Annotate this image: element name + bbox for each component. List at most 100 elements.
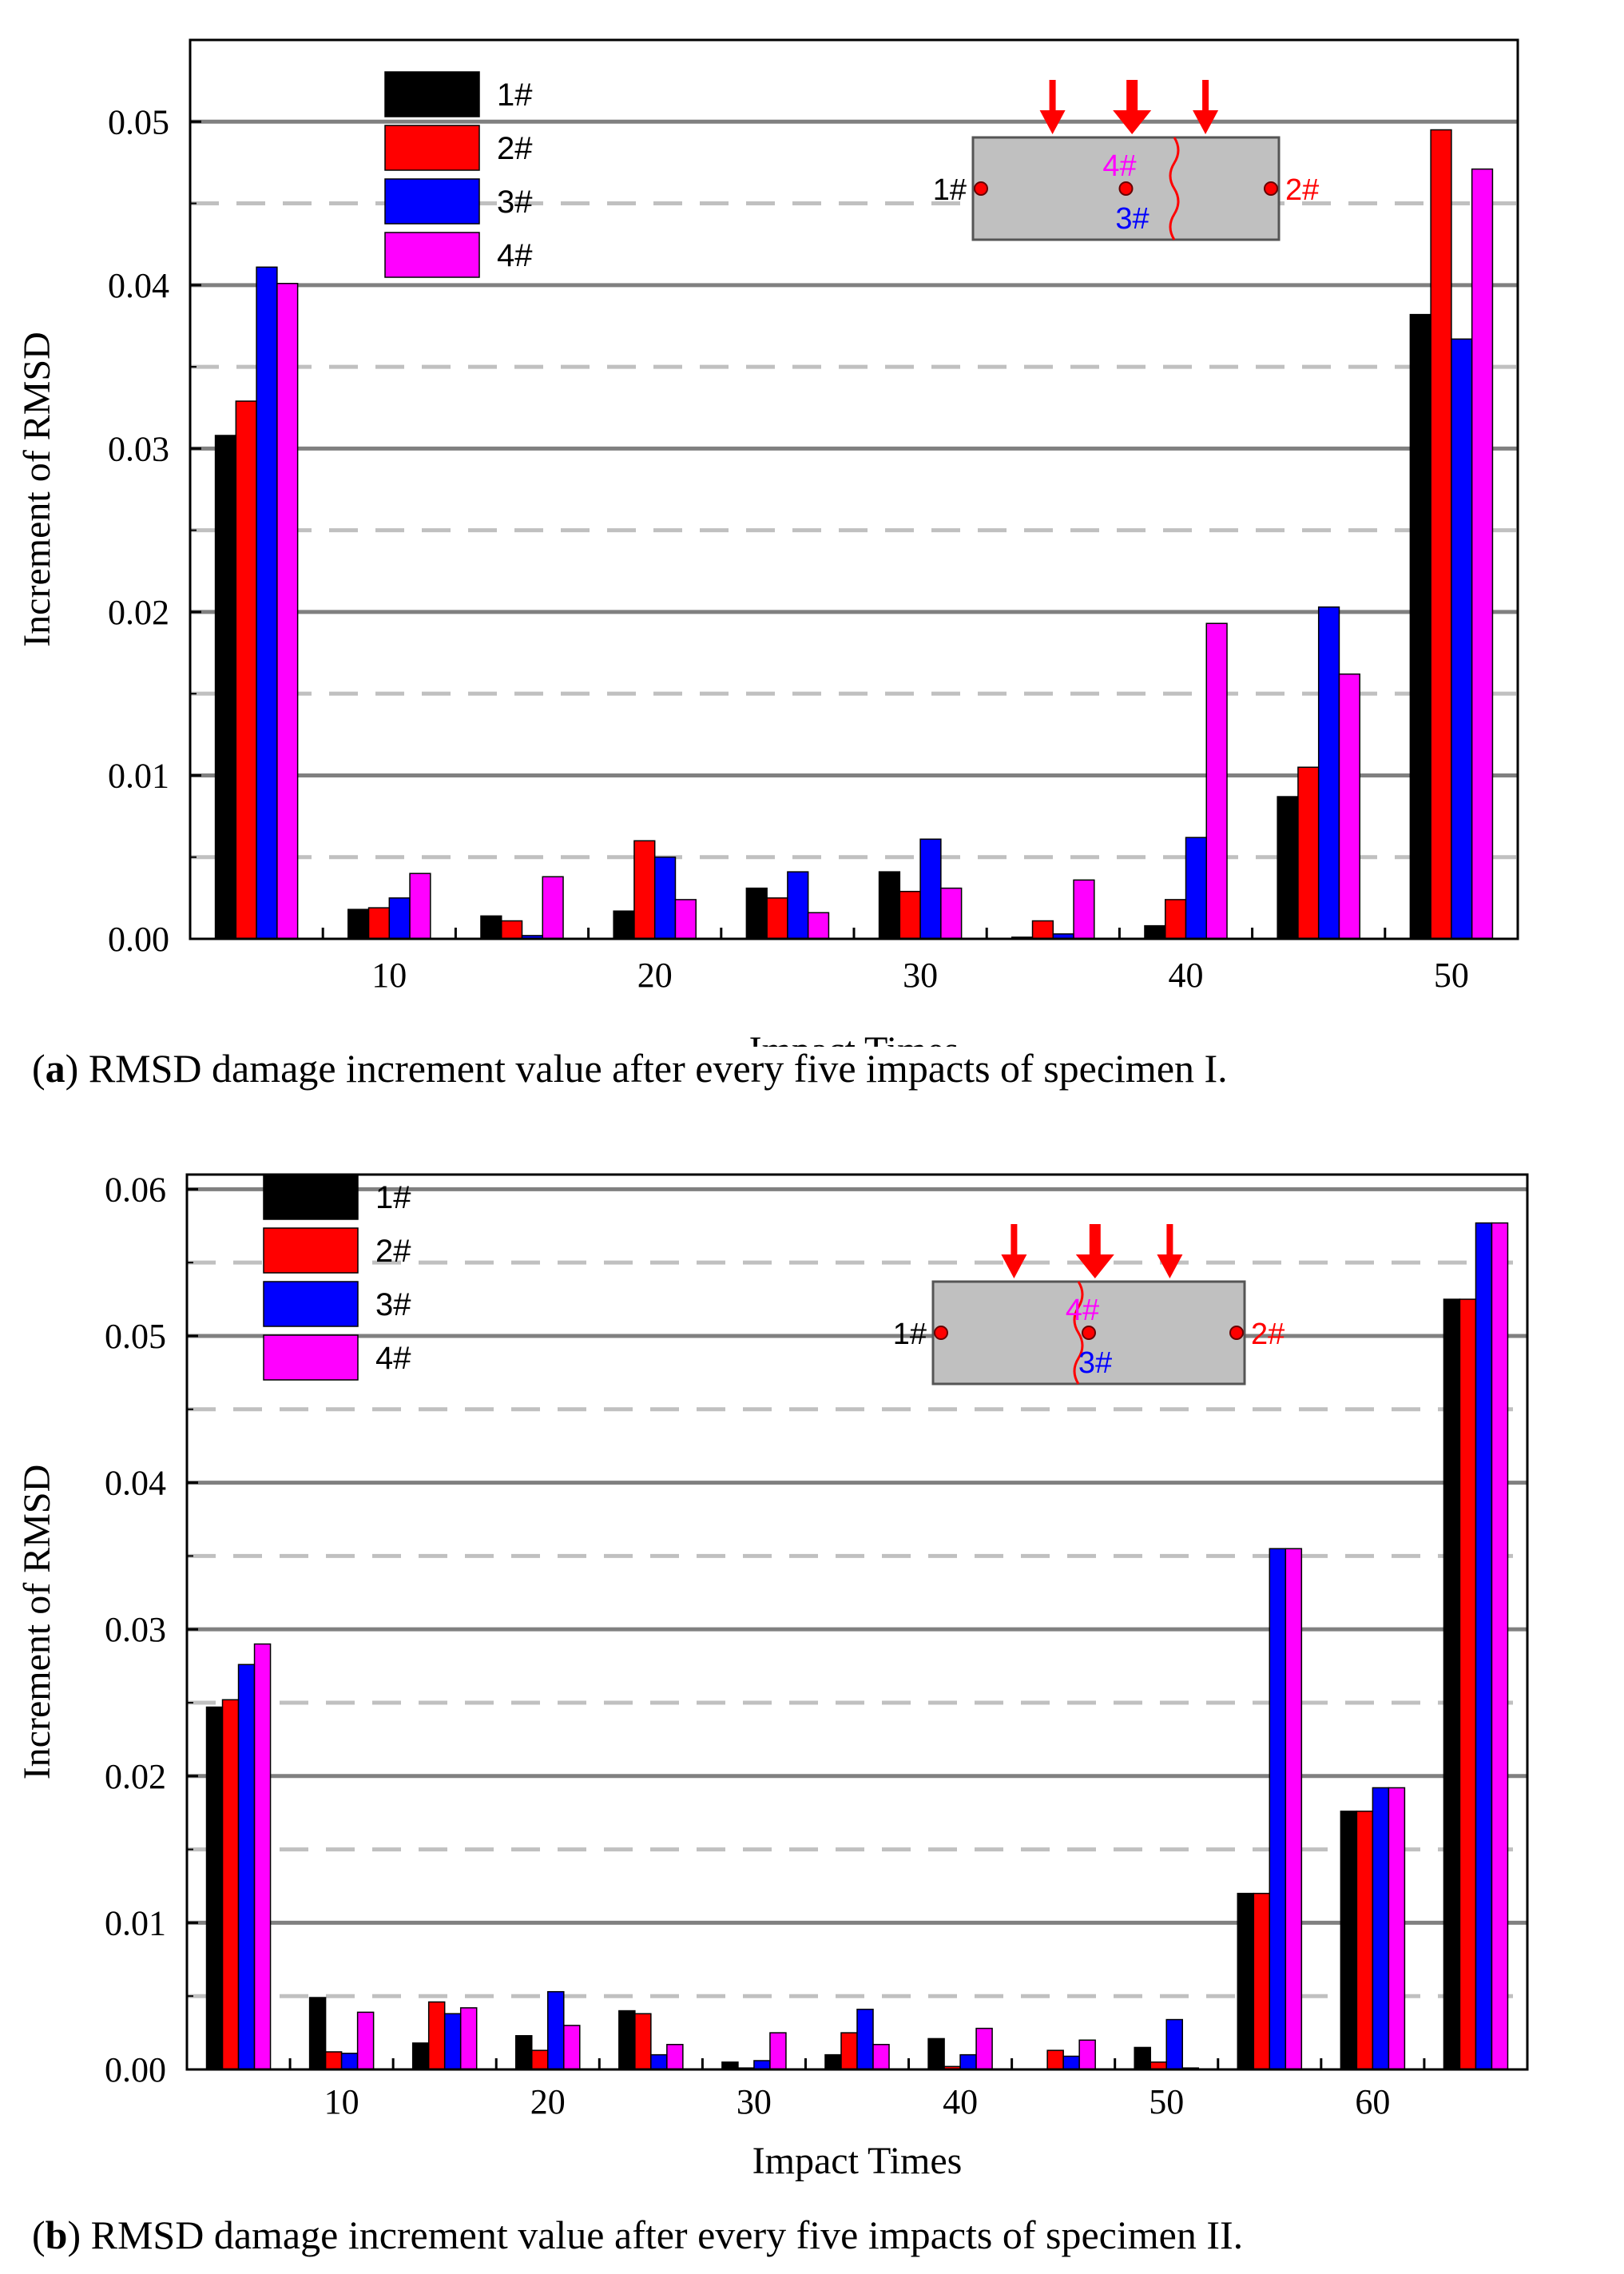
x-axis-title: Impact Times bbox=[752, 2140, 963, 2182]
bar-2-45 bbox=[1297, 766, 1320, 940]
legend-b: 1# 2# 3# 4# bbox=[263, 1174, 411, 1381]
bar-3-30 bbox=[753, 2060, 771, 2070]
bar-3-25 bbox=[650, 2053, 668, 2070]
load-arrow-icon bbox=[1157, 1254, 1183, 1278]
y-axis-title: Increment of RMSD bbox=[16, 332, 58, 647]
bar-4-35 bbox=[1073, 879, 1095, 940]
bar-1-25 bbox=[745, 887, 768, 940]
sensor-dot bbox=[1229, 1326, 1244, 1340]
bar-1-15 bbox=[480, 915, 502, 940]
x-tick-label: 20 bbox=[530, 2082, 566, 2121]
y-axis-a: 0.00 0.01 0.02 0.03 0.04 0.05 bbox=[108, 102, 201, 959]
sensor-dot bbox=[1264, 181, 1278, 196]
bar-4-5 bbox=[253, 1643, 272, 2070]
bar-4-40 bbox=[1205, 622, 1228, 940]
bar-3-10 bbox=[388, 897, 411, 940]
specimen-inset-b: 1# 2# 4# 3# bbox=[893, 1224, 1285, 1385]
x-tick-label: 10 bbox=[324, 2082, 359, 2121]
bar-1-65 bbox=[1443, 1298, 1461, 2070]
y-tick-label: 0.03 bbox=[108, 429, 169, 468]
load-arrow-icon bbox=[1039, 110, 1066, 134]
bar-2-60 bbox=[1356, 1811, 1374, 2070]
bar-2-10 bbox=[367, 907, 391, 940]
x-tick-label: 50 bbox=[1149, 2082, 1184, 2121]
caption-b-label: b bbox=[45, 2212, 68, 2257]
bar-2-50 bbox=[1430, 129, 1452, 940]
x-axis-b: 10 20 30 40 50 60 bbox=[185, 2058, 1529, 2121]
bars-a bbox=[214, 129, 1494, 940]
legend-label-4: 4# bbox=[375, 1341, 411, 1376]
bar-3-30 bbox=[919, 838, 942, 940]
bar-3-20 bbox=[653, 856, 677, 940]
bar-2-30 bbox=[899, 890, 921, 940]
sensor-label-1: 1# bbox=[893, 1318, 927, 1351]
bar-4-50 bbox=[1471, 168, 1494, 940]
chart-a: 0.00 0.01 0.02 0.03 0.04 0.05 10 20 30 40 50 Impact… bbox=[16, 38, 1519, 1047]
x-tick-label: 20 bbox=[637, 956, 673, 995]
bar-2-15 bbox=[427, 2001, 446, 2070]
legend-label-3: 3# bbox=[375, 1287, 411, 1322]
sensor-label-3: 3# bbox=[1115, 202, 1149, 236]
x-axis-a: 10 20 30 40 50 bbox=[189, 928, 1519, 995]
bar-1-10 bbox=[347, 908, 370, 940]
bar-1-20 bbox=[613, 910, 635, 940]
y-axis-b: 0.00 0.01 0.02 0.03 0.04 0.05 0.06 bbox=[105, 1170, 198, 2089]
crack-line bbox=[1073, 1281, 1084, 1385]
y-tick-label: 0.04 bbox=[105, 1464, 166, 1503]
sensor-label-2: 2# bbox=[1285, 173, 1319, 207]
bar-3-45 bbox=[1317, 606, 1340, 940]
y-tick-label: 0.00 bbox=[105, 2050, 166, 2089]
bar-1-15 bbox=[411, 2042, 430, 2070]
legend-swatch-2 bbox=[384, 125, 480, 171]
legend-label-1: 1# bbox=[497, 78, 533, 113]
bar-1-50 bbox=[1134, 2046, 1151, 2070]
sensor-label-1: 1# bbox=[933, 173, 967, 207]
bar-4-35 bbox=[872, 2044, 890, 2070]
caption-b: (b) RMSD damage increment value after ev… bbox=[32, 2212, 1244, 2257]
bar-1-30 bbox=[878, 871, 901, 940]
legend-label-3: 3# bbox=[497, 185, 533, 220]
bar-2-45 bbox=[1046, 2049, 1064, 2070]
legend-swatch-1 bbox=[263, 1174, 359, 1220]
y-tick-label: 0.00 bbox=[108, 920, 169, 959]
sensor-label-3: 3# bbox=[1078, 1346, 1112, 1380]
chart-panel-b: 0.00 0.01 0.02 0.03 0.04 0.05 0.06 10 20 30 40 50 60… bbox=[0, 1143, 1624, 2274]
x-tick-label: 30 bbox=[903, 956, 938, 995]
y-tick-label: 0.01 bbox=[105, 1903, 166, 1942]
bar-4-30 bbox=[940, 887, 963, 940]
bar-4-20 bbox=[674, 899, 697, 940]
sensor-dot bbox=[934, 1326, 948, 1340]
bar-2-20 bbox=[633, 840, 656, 940]
legend-swatch-4 bbox=[263, 1334, 359, 1381]
caption-a-text: RMSD damage increment value after every … bbox=[78, 1046, 1228, 1091]
legend-swatch-1 bbox=[384, 71, 480, 117]
legend-swatch-3 bbox=[263, 1281, 359, 1327]
bar-3-65 bbox=[1475, 1222, 1493, 2070]
bar-1-5 bbox=[214, 435, 237, 940]
bar-1-40 bbox=[1144, 924, 1166, 940]
grid-a bbox=[190, 119, 1518, 860]
bar-3-60 bbox=[1372, 1787, 1390, 2070]
bar-4-60 bbox=[1388, 1787, 1406, 2070]
y-tick-label: 0.06 bbox=[105, 1170, 166, 1209]
bar-4-15 bbox=[542, 876, 564, 940]
bar-4-10 bbox=[409, 873, 431, 940]
sensor-dot bbox=[974, 181, 988, 196]
bar-3-50 bbox=[1165, 2018, 1183, 2070]
crack-line bbox=[1169, 137, 1180, 241]
y-tick-label: 0.01 bbox=[108, 756, 169, 795]
bar-2-40 bbox=[1164, 899, 1187, 940]
x-tick-label: 30 bbox=[737, 2082, 772, 2121]
bar-4-10 bbox=[356, 2011, 375, 2070]
sensor-dot bbox=[1082, 1326, 1096, 1340]
bar-2-35 bbox=[1031, 920, 1054, 940]
bar-3-5 bbox=[256, 266, 278, 940]
bar-1-55 bbox=[1237, 1892, 1255, 2070]
bar-3-5 bbox=[237, 1664, 256, 2070]
bar-4-40 bbox=[975, 2027, 993, 2070]
legend-label-1: 1# bbox=[375, 1180, 411, 1215]
bar-3-40 bbox=[959, 2053, 977, 2070]
x-tick-label: 60 bbox=[1355, 2082, 1390, 2121]
bar-3-20 bbox=[547, 1990, 565, 2070]
bar-4-25 bbox=[807, 912, 830, 940]
